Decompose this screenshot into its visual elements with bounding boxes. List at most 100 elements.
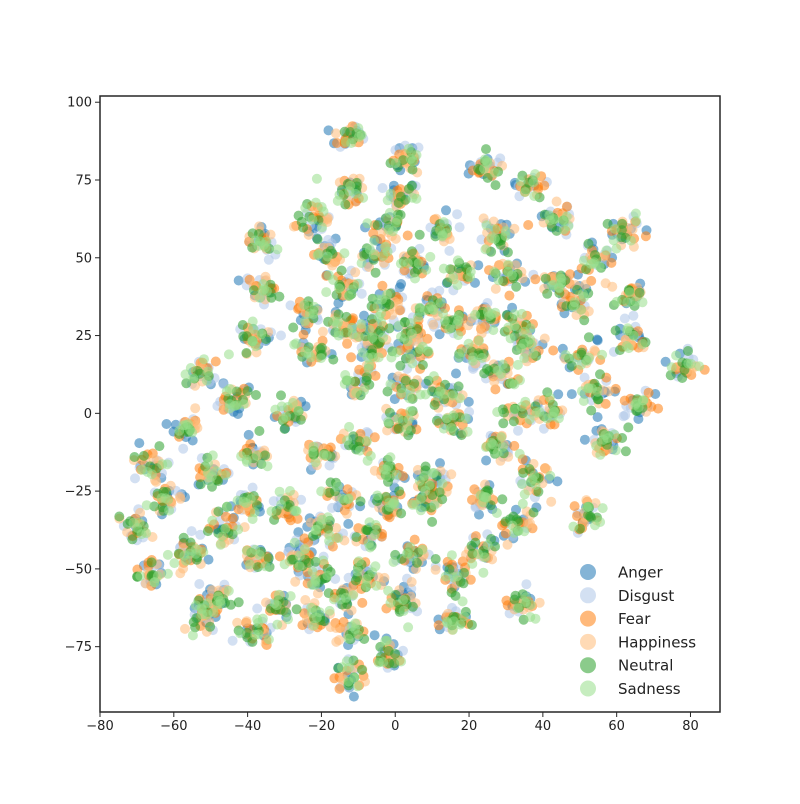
data-point: [390, 589, 401, 600]
data-point: [213, 506, 224, 517]
data-point: [458, 578, 469, 589]
data-point: [516, 308, 527, 319]
data-point: [342, 484, 353, 495]
data-point: [340, 370, 351, 380]
data-point: [640, 231, 651, 242]
data-point: [427, 304, 438, 315]
data-point: [490, 541, 500, 552]
data-point: [511, 281, 522, 292]
data-point: [507, 270, 517, 281]
data-point: [553, 389, 564, 400]
data-point: [377, 294, 387, 305]
data-point: [292, 513, 303, 524]
legend-label-neutral: Neutral: [618, 657, 673, 675]
data-point: [446, 469, 457, 480]
data-point: [396, 508, 407, 519]
data-point: [431, 415, 442, 426]
data-point: [129, 452, 140, 462]
data-point: [299, 316, 310, 327]
data-point: [530, 274, 541, 285]
data-point: [569, 297, 580, 308]
data-point: [379, 572, 390, 583]
data-point: [539, 180, 550, 191]
data-point: [346, 352, 357, 363]
data-point: [378, 332, 389, 343]
data-point: [250, 544, 261, 555]
data-point: [619, 313, 630, 324]
data-point: [223, 349, 234, 360]
data-point: [162, 568, 173, 579]
data-point: [618, 411, 629, 422]
data-point: [413, 312, 423, 323]
data-point: [203, 458, 213, 469]
data-point: [362, 455, 373, 466]
data-point: [504, 290, 515, 301]
data-point: [529, 191, 540, 202]
data-point: [453, 381, 464, 392]
data-point: [285, 591, 296, 602]
data-point: [462, 426, 473, 437]
data-point: [561, 301, 572, 312]
data-point: [428, 319, 439, 330]
data-point: [384, 407, 395, 418]
data-point: [364, 324, 375, 335]
data-point: [390, 233, 401, 244]
data-point: [417, 544, 428, 555]
data-point: [569, 352, 580, 363]
data-point: [581, 502, 592, 513]
data-point: [242, 386, 253, 397]
data-point: [447, 390, 458, 401]
data-point: [202, 526, 213, 537]
data-point: [479, 163, 489, 174]
data-point: [138, 450, 149, 461]
data-point: [328, 275, 339, 285]
data-point: [525, 599, 536, 610]
data-point: [592, 335, 603, 346]
legend: Anger Disgust Fear Happiness Neutral Sadness: [580, 564, 696, 698]
data-point: [185, 363, 196, 373]
data-point: [258, 239, 269, 250]
data-point: [370, 267, 381, 278]
data-point: [339, 378, 350, 389]
data-point: [490, 307, 501, 318]
data-point: [333, 327, 344, 338]
data-point: [617, 218, 628, 229]
data-point: [444, 324, 455, 335]
data-point: [405, 318, 416, 329]
data-point: [509, 440, 520, 451]
data-point: [134, 438, 145, 449]
data-point: [583, 383, 594, 394]
data-point: [610, 325, 621, 336]
data-point: [300, 401, 311, 412]
data-point: [387, 226, 398, 237]
data-point: [269, 598, 280, 609]
data-point: [220, 523, 231, 534]
data-point: [546, 496, 557, 507]
data-point: [263, 634, 274, 645]
y-tick-label: −75: [65, 640, 92, 655]
data-point: [630, 208, 641, 219]
data-point: [694, 361, 705, 372]
data-point: [428, 371, 439, 382]
data-point: [485, 500, 496, 511]
data-point: [136, 529, 147, 540]
data-point: [334, 283, 345, 294]
data-point: [454, 222, 465, 233]
data-point: [352, 681, 363, 692]
data-point: [566, 389, 577, 400]
legend-label-anger: Anger: [618, 564, 664, 582]
data-point: [473, 260, 484, 271]
data-point: [321, 450, 332, 461]
data-point: [243, 429, 254, 440]
data-point: [344, 421, 355, 432]
data-point: [502, 247, 513, 258]
data-point: [331, 523, 342, 533]
legend-marker-disgust: [580, 587, 596, 604]
data-point: [528, 507, 539, 518]
data-point: [340, 199, 351, 210]
data-point: [351, 387, 362, 398]
data-point: [293, 527, 304, 538]
data-point: [595, 369, 605, 380]
legend-label-happiness: Happiness: [618, 633, 696, 651]
